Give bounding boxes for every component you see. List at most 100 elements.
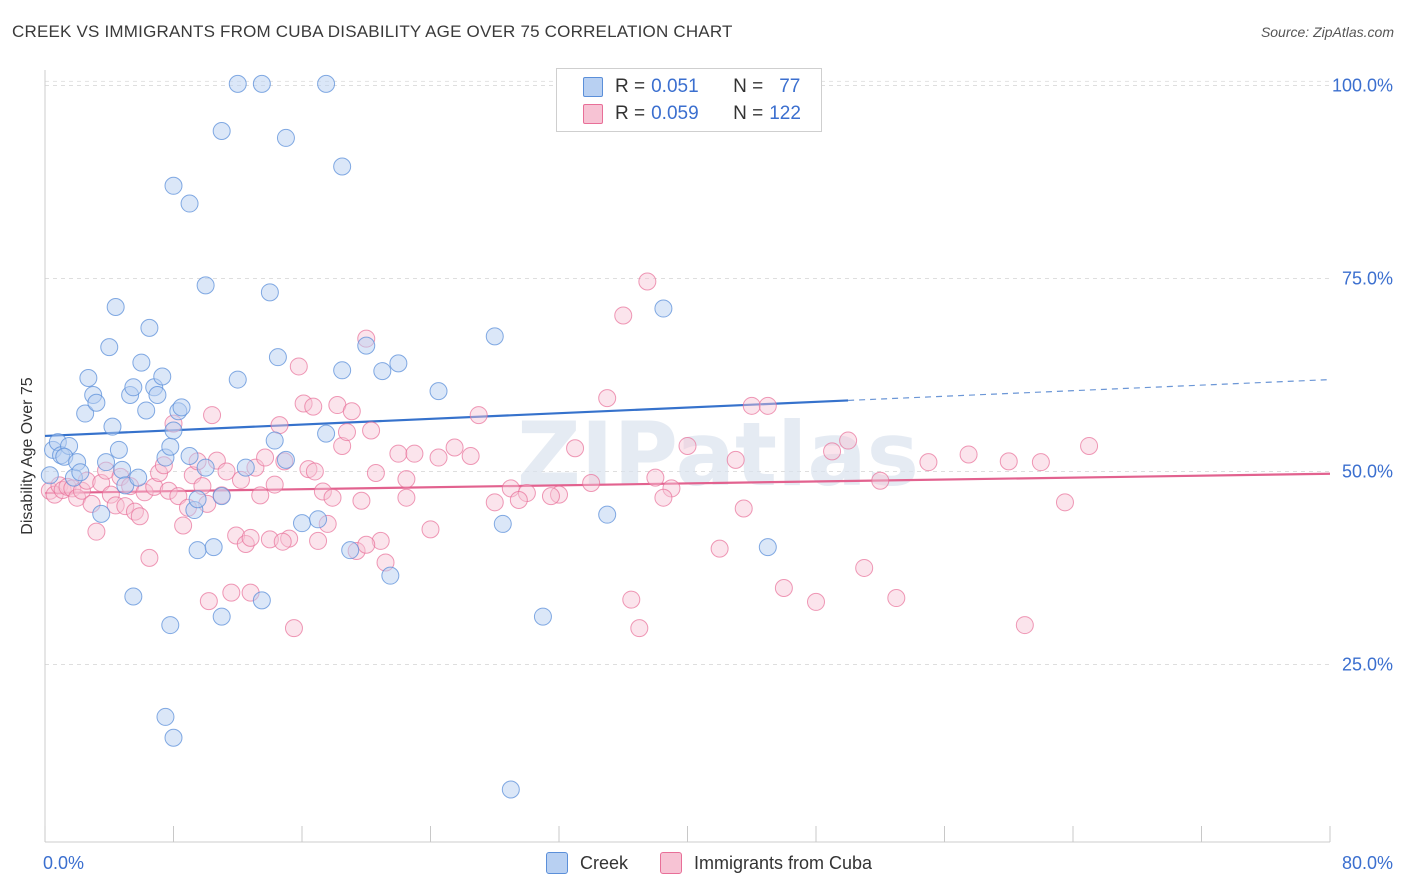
cuba-point <box>630 619 649 638</box>
creek-r-label: R = <box>615 76 646 97</box>
creek-point <box>204 538 223 557</box>
cuba-point <box>159 481 178 500</box>
cuba-point <box>116 497 135 516</box>
cuba-point <box>145 477 164 496</box>
y-tick-label: 100.0% <box>1332 75 1393 95</box>
creek-point <box>87 393 106 412</box>
creek-point <box>156 707 175 726</box>
cuba-point <box>174 516 193 535</box>
cuba-point <box>646 468 665 487</box>
creek-point <box>598 505 617 524</box>
cuba-point <box>366 463 385 482</box>
creek-point <box>389 354 408 373</box>
creek-point <box>113 460 132 479</box>
cuba-point <box>445 438 464 457</box>
cuba-point <box>371 531 390 550</box>
stats-legend: R = 0.051 N = 77 R = 0.059 N = 122 <box>556 68 822 132</box>
cuba-point <box>959 445 978 464</box>
creek-point <box>357 336 376 355</box>
creek-point <box>317 74 336 93</box>
cuba-point <box>429 448 448 467</box>
creek-swatch-icon <box>583 77 603 97</box>
chart-source: Source: ZipAtlas.com <box>1260 24 1394 40</box>
y-axis-label: Disability Age Over 75 <box>19 377 36 535</box>
creek-n-value: 77 <box>779 76 801 97</box>
cuba-point <box>342 402 361 421</box>
creek-point <box>317 424 336 443</box>
creek-point <box>71 463 90 482</box>
cuba-point <box>999 452 1018 471</box>
creek-point <box>212 487 231 506</box>
cuba-point <box>323 488 342 507</box>
cuba-point <box>726 450 745 469</box>
creek-point <box>164 421 183 440</box>
creek-point <box>103 417 122 436</box>
cuba-point <box>461 447 480 465</box>
cuba-point <box>101 485 120 504</box>
creek-point <box>140 318 159 337</box>
cuba-point <box>397 488 416 507</box>
cuba-trend-line <box>44 472 1331 495</box>
cuba-point <box>270 416 289 435</box>
creek-point <box>100 338 119 357</box>
creek-point <box>333 157 352 176</box>
creek-point <box>153 367 172 386</box>
axes <box>44 70 1331 843</box>
series-legend: Creek Immigrants from Cuba <box>0 852 1406 876</box>
creek-point <box>106 298 125 317</box>
creek-point <box>161 437 180 456</box>
creek-point <box>373 362 392 381</box>
creek-legend-icon <box>546 852 568 874</box>
legend-creek-label: Creek <box>580 852 629 873</box>
cuba-point <box>1015 616 1034 635</box>
y-tick-label: 25.0% <box>1342 654 1393 674</box>
creek-point <box>40 466 59 485</box>
creek-point <box>276 128 295 147</box>
cuba-point <box>140 548 159 567</box>
creek-point <box>293 514 311 533</box>
cuba-point <box>313 482 332 501</box>
creek-point <box>97 453 116 472</box>
cuba-point <box>839 431 858 450</box>
cuba-point <box>362 421 381 440</box>
cuba-point <box>397 470 416 489</box>
creek-point <box>758 538 777 557</box>
legend-row-cuba: R = 0.059 N = 122 <box>583 103 801 125</box>
cuba-point <box>807 592 825 611</box>
cuba-r-value: 0.059 <box>651 103 699 124</box>
x-tick-label-max: 80.0% <box>1342 853 1393 873</box>
legend-item-creek: Creek <box>546 852 628 874</box>
cuba-point <box>284 619 303 638</box>
cuba-point <box>304 397 323 416</box>
creek-point <box>252 74 271 93</box>
cuba-point <box>217 462 236 481</box>
cuba-point <box>509 491 528 510</box>
series-creek-points <box>40 74 777 799</box>
cuba-point <box>678 436 697 455</box>
legend-cuba-label: Immigrants from Cuba <box>694 852 873 873</box>
cuba-point <box>256 448 275 467</box>
chart-title: CREEK VS IMMIGRANTS FROM CUBA DISABILITY… <box>12 22 733 41</box>
cuba-n-value: 122 <box>769 103 801 124</box>
cuba-point <box>236 535 255 554</box>
creek-point <box>212 121 231 140</box>
creek-point <box>109 440 128 459</box>
cuba-point <box>251 486 270 505</box>
cuba-point <box>638 272 657 291</box>
cuba-point <box>309 531 328 550</box>
watermark: ZIPatlas <box>517 403 919 506</box>
creek-point <box>252 591 271 610</box>
cuba-point <box>541 487 560 506</box>
cuba-point <box>294 394 313 413</box>
creek-point <box>188 490 207 509</box>
legend-row-creek: R = 0.051 N = 77 <box>583 76 800 98</box>
creek-point <box>228 74 247 93</box>
creek-point <box>236 458 255 477</box>
cuba-point <box>405 444 424 463</box>
cuba-point <box>241 528 260 547</box>
cuba-point <box>654 488 673 507</box>
cuba-point <box>469 406 488 425</box>
cuba-point <box>582 474 601 493</box>
creek-point <box>132 353 151 372</box>
cuba-point <box>742 396 761 415</box>
